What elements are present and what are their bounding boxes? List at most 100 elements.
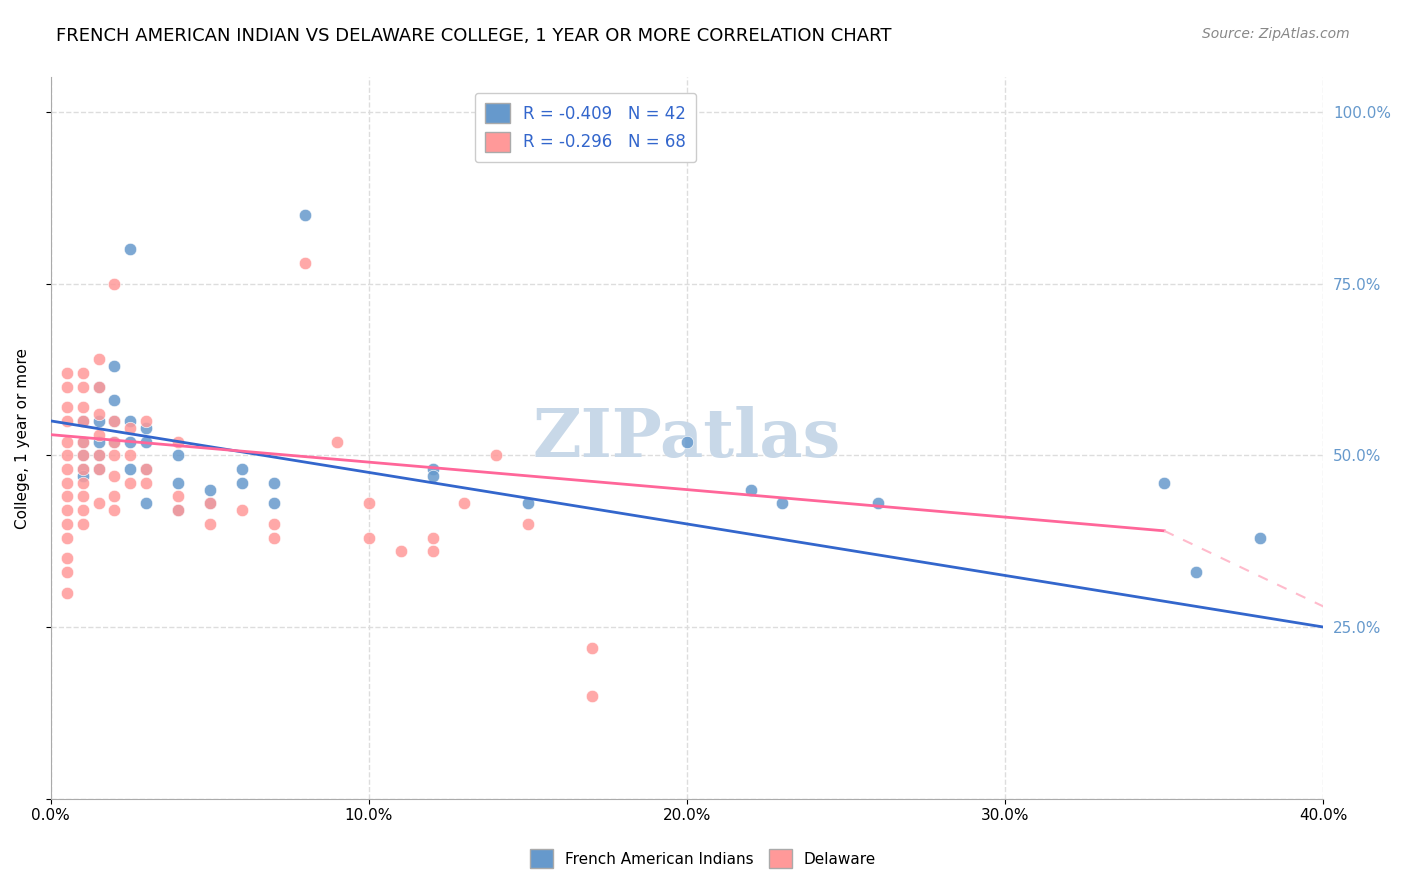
Legend: French American Indians, Delaware: French American Indians, Delaware — [522, 841, 884, 875]
Legend: R = -0.409   N = 42, R = -0.296   N = 68: R = -0.409 N = 42, R = -0.296 N = 68 — [475, 93, 696, 162]
Point — [135, 434, 157, 449]
Point — [120, 462, 142, 476]
Point — [87, 379, 110, 393]
Point — [517, 496, 540, 510]
Point — [72, 414, 94, 428]
Point — [517, 516, 540, 531]
Point — [740, 483, 762, 497]
Point — [231, 503, 253, 517]
Point — [135, 462, 157, 476]
Point — [103, 414, 125, 428]
Point — [772, 496, 794, 510]
Point — [103, 277, 125, 291]
Point — [55, 434, 77, 449]
Point — [294, 208, 316, 222]
Point — [55, 462, 77, 476]
Point — [55, 366, 77, 380]
Point — [135, 475, 157, 490]
Point — [120, 475, 142, 490]
Point — [263, 531, 285, 545]
Point — [135, 462, 157, 476]
Point — [120, 414, 142, 428]
Point — [103, 490, 125, 504]
Point — [581, 640, 603, 655]
Point — [167, 448, 190, 462]
Point — [263, 475, 285, 490]
Point — [1249, 531, 1271, 545]
Point — [1153, 475, 1175, 490]
Point — [103, 448, 125, 462]
Point — [135, 496, 157, 510]
Text: Source: ZipAtlas.com: Source: ZipAtlas.com — [1202, 27, 1350, 41]
Point — [167, 503, 190, 517]
Point — [87, 462, 110, 476]
Point — [72, 448, 94, 462]
Point — [167, 434, 190, 449]
Point — [72, 434, 94, 449]
Point — [103, 393, 125, 408]
Point — [135, 421, 157, 435]
Point — [676, 434, 699, 449]
Point — [55, 503, 77, 517]
Point — [55, 490, 77, 504]
Point — [87, 448, 110, 462]
Point — [72, 462, 94, 476]
Point — [87, 496, 110, 510]
Point — [294, 256, 316, 270]
Point — [1185, 565, 1208, 579]
Point — [198, 516, 221, 531]
Point — [103, 469, 125, 483]
Point — [72, 448, 94, 462]
Point — [87, 462, 110, 476]
Point — [422, 469, 444, 483]
Point — [135, 414, 157, 428]
Point — [87, 448, 110, 462]
Point — [55, 400, 77, 414]
Point — [120, 421, 142, 435]
Point — [72, 503, 94, 517]
Point — [103, 359, 125, 373]
Point — [422, 544, 444, 558]
Point — [485, 448, 508, 462]
Point — [263, 496, 285, 510]
Point — [103, 414, 125, 428]
Point — [198, 483, 221, 497]
Point — [55, 551, 77, 566]
Point — [120, 434, 142, 449]
Text: FRENCH AMERICAN INDIAN VS DELAWARE COLLEGE, 1 YEAR OR MORE CORRELATION CHART: FRENCH AMERICAN INDIAN VS DELAWARE COLLE… — [56, 27, 891, 45]
Point — [120, 448, 142, 462]
Point — [55, 516, 77, 531]
Point — [87, 379, 110, 393]
Point — [263, 516, 285, 531]
Point — [167, 503, 190, 517]
Point — [72, 475, 94, 490]
Point — [326, 434, 349, 449]
Point — [87, 352, 110, 367]
Point — [87, 427, 110, 442]
Point — [198, 496, 221, 510]
Point — [72, 379, 94, 393]
Point — [167, 490, 190, 504]
Y-axis label: College, 1 year or more: College, 1 year or more — [15, 348, 30, 529]
Point — [231, 475, 253, 490]
Point — [72, 516, 94, 531]
Point — [422, 531, 444, 545]
Text: ZIPatlas: ZIPatlas — [533, 406, 841, 471]
Point — [357, 531, 380, 545]
Point — [581, 689, 603, 703]
Point — [103, 434, 125, 449]
Point — [231, 462, 253, 476]
Point — [72, 490, 94, 504]
Point — [72, 414, 94, 428]
Point — [87, 414, 110, 428]
Point — [55, 585, 77, 599]
Point — [357, 496, 380, 510]
Point — [167, 475, 190, 490]
Point — [72, 366, 94, 380]
Point — [198, 496, 221, 510]
Point — [55, 448, 77, 462]
Point — [55, 565, 77, 579]
Point — [72, 434, 94, 449]
Point — [87, 407, 110, 421]
Point — [103, 503, 125, 517]
